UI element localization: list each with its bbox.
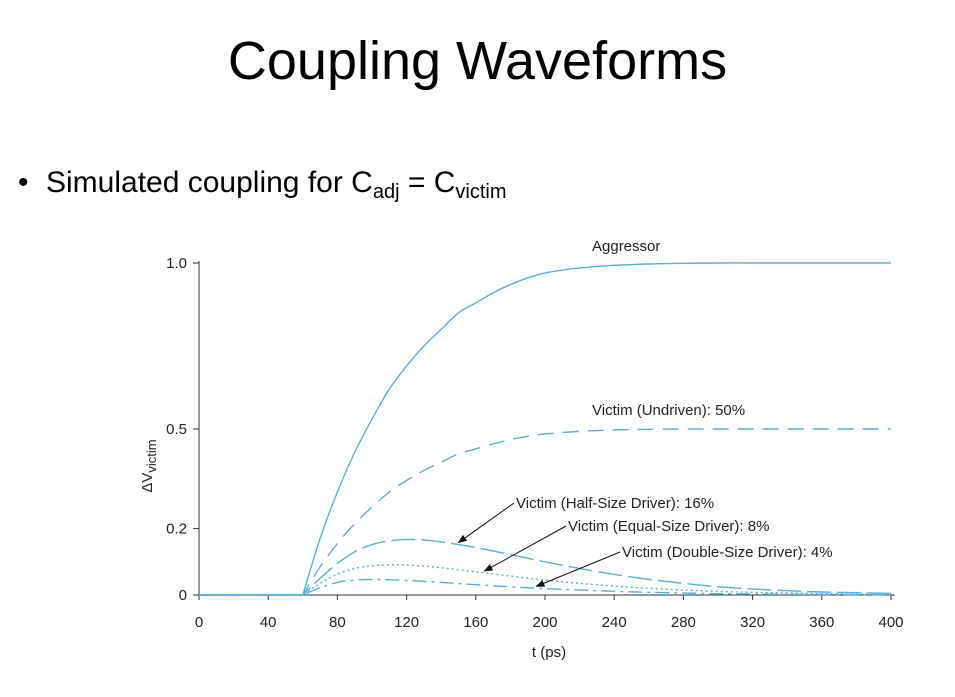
- x-axis-label: t (ps): [532, 644, 566, 661]
- bullet-dot-icon: •: [18, 166, 29, 199]
- legend-label-equal-size: Victim (Equal-Size Driver): 8%: [568, 518, 769, 535]
- y-tick-label: 1.0: [166, 255, 187, 272]
- x-tick-label: 320: [740, 614, 765, 631]
- series-victim-double-size: [199, 578, 892, 596]
- x-tick-label: 0: [195, 614, 203, 631]
- x-tick-label: 240: [602, 614, 627, 631]
- y-axis-label: ΔVvictim: [139, 439, 159, 492]
- bullet-point: • Simulated coupling for Cadj = Cvictim: [18, 166, 507, 203]
- x-tick-label: 40: [260, 614, 277, 631]
- x-tick-label: 400: [878, 614, 903, 631]
- x-tick-label: 80: [329, 614, 346, 631]
- bullet-text-prefix: Simulated coupling for C: [46, 166, 373, 199]
- y-tick-label: 0.5: [166, 421, 187, 438]
- x-tick-label: 200: [532, 614, 557, 631]
- chart-annotations: Aggressor Victim (Undriven): 50% Victim (H…: [457, 238, 833, 587]
- y-tick-label: 0.2: [166, 521, 187, 538]
- legend-label-double-size: Victim (Double-Size Driver): 4%: [622, 544, 833, 561]
- x-tick-label: 280: [671, 614, 696, 631]
- leader-arrow-equal-size: [483, 525, 567, 572]
- series-aggressor: [199, 262, 891, 596]
- chart-axes: 0 40 80 120 160 200 240 280 320 360 400 0 0.2 0.5 1.0: [166, 255, 903, 631]
- chart-series: [199, 262, 892, 596]
- bullet-subscript-victim: victim: [455, 181, 507, 203]
- bullet-text-mid: = C: [399, 166, 456, 199]
- legend-label-aggressor: Aggressor: [592, 238, 660, 255]
- leader-arrow-double-size: [535, 551, 621, 587]
- x-tick-label: 160: [463, 614, 488, 631]
- y-axis-label-subscript: victim: [144, 439, 159, 472]
- series-victim-undriven: [199, 428, 891, 596]
- y-axis-label-prefix: ΔV: [139, 473, 156, 493]
- legend-label-victim-undriven: Victim (Undriven): 50%: [592, 402, 745, 419]
- bullet-subscript-adj: adj: [372, 181, 400, 203]
- leader-arrow-half-size: [457, 502, 515, 544]
- legend-label-half-size: Victim (Half-Size Driver): 16%: [516, 495, 714, 512]
- coupling-chart: 0 40 80 120 160 200 240 280 320 360 40000.20.51.0 …: [139, 238, 904, 661]
- x-tick-label: 360: [809, 614, 834, 631]
- x-tick-label: 120: [394, 614, 419, 631]
- series-victim-half-size: [199, 538, 892, 596]
- slide-title: Coupling Waveforms: [227, 31, 728, 91]
- y-tick-label: 0: [179, 587, 187, 604]
